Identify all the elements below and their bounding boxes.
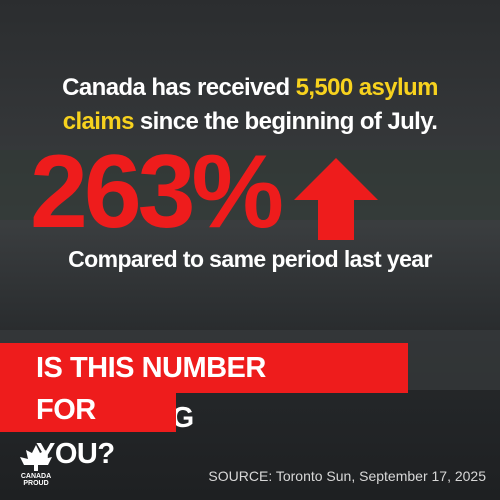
logo: CANADA PROUD <box>8 445 64 487</box>
headline-highlight: claims <box>62 108 135 135</box>
banner-line: FOR YOU? <box>0 388 176 470</box>
arrow-shape <box>294 158 378 240</box>
banner-line: IS THIS NUMBER WORRYING <box>0 343 408 434</box>
headline-line-2: claims since the beginning of July. <box>0 108 500 136</box>
headline-line-1: Canada has received 5,500 asylum <box>0 74 500 102</box>
source: SOURCE: Toronto Sun, September 17, 2025 <box>208 468 486 484</box>
background-sign <box>0 150 500 220</box>
subline: Compared to same period last year <box>68 246 432 272</box>
logo-text: CANADA PROUD <box>20 473 52 487</box>
big-stat: 263% <box>30 134 284 250</box>
up-arrow <box>294 158 378 240</box>
headline-text: since the beginning of July. <box>139 108 438 135</box>
headline-highlight: 5,500 asylum <box>295 74 439 101</box>
headline-text: Canada has received <box>62 74 290 101</box>
maple-leaf <box>20 445 52 471</box>
